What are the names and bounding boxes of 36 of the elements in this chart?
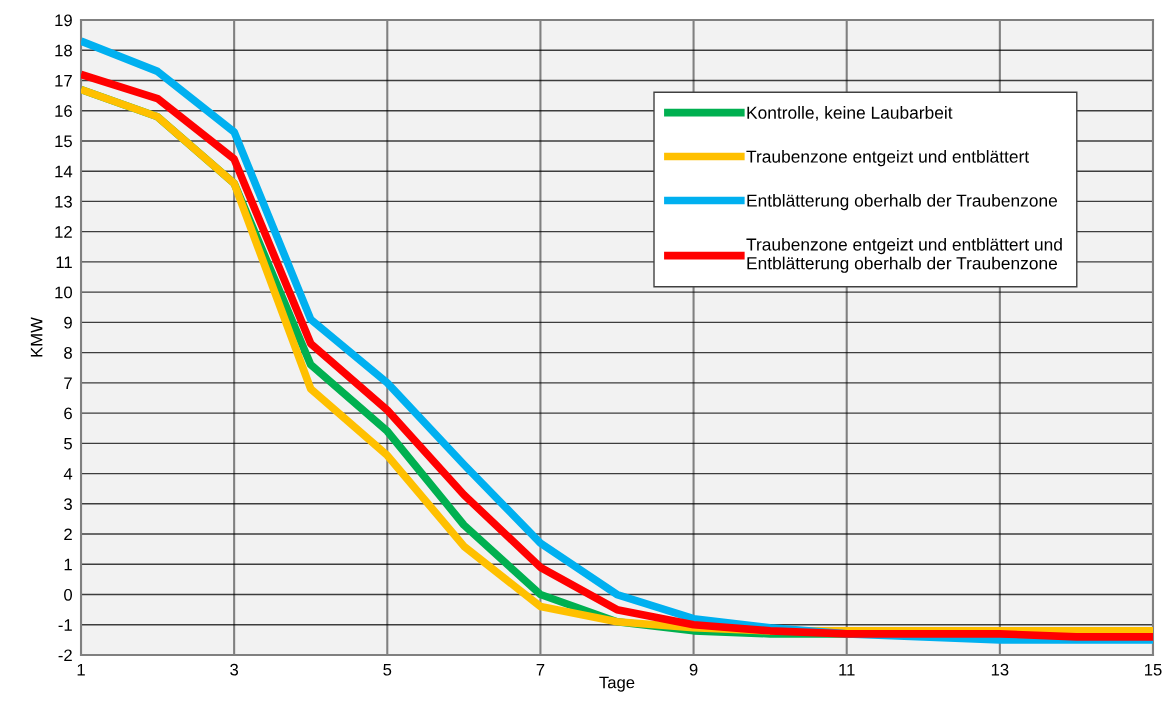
- y-tick-label: 13: [55, 195, 72, 208]
- legend-label: Kontrolle, keine Laubarbeit: [747, 106, 953, 121]
- legend-label: Entblätterung oberhalb der Traubenzone: [747, 193, 1058, 211]
- x-tick-label: 9: [689, 663, 698, 676]
- y-tick-label: 0: [64, 588, 73, 601]
- x-tick-label: 3: [230, 663, 239, 676]
- y-tick-label: 12: [55, 226, 72, 238]
- y-tick-label: 4: [63, 468, 73, 480]
- legend-label: Traubenzone entgeizt und entblättert: [746, 150, 1030, 167]
- y-tick-label: -1: [58, 619, 72, 631]
- y-tick-label: 10: [55, 286, 73, 299]
- y-tick-label: 1: [64, 558, 72, 571]
- x-tick-label: 5: [383, 663, 392, 676]
- x-tick-label: 13: [991, 663, 1009, 676]
- y-tick-label: 8: [64, 347, 72, 359]
- y-tick-label: 16: [55, 105, 72, 117]
- y-tick-label: 9: [64, 316, 72, 329]
- y-tick-label: 14: [55, 165, 73, 178]
- x-tick-label: 15: [1145, 663, 1162, 676]
- x-tick-label: 11: [839, 663, 855, 676]
- y-tick-label: 19: [55, 14, 72, 27]
- y-tick-label: 6: [64, 407, 72, 420]
- y-tick-label: 15: [55, 135, 72, 148]
- y-tick-label: 3: [64, 498, 72, 511]
- y-tick-label: -2: [58, 649, 72, 662]
- y-tick-label: 7: [64, 377, 72, 389]
- legend-label: Traubenzone entgeizt und entblättert und Entblätterung oberhalb der Traubenzone: [746, 237, 1062, 273]
- y-tick-label: 2: [64, 528, 72, 541]
- y-tick-label: 18: [55, 44, 72, 57]
- y-tick-label: 5: [64, 437, 72, 450]
- x-axis-title: Tage: [599, 676, 635, 692]
- y-tick-label: 11: [56, 256, 72, 268]
- y-tick-label: 17: [55, 75, 72, 87]
- y-axis-title: KMW: [30, 317, 43, 357]
- x-tick-label: 7: [536, 663, 545, 676]
- x-tick-label: 1: [77, 663, 85, 676]
